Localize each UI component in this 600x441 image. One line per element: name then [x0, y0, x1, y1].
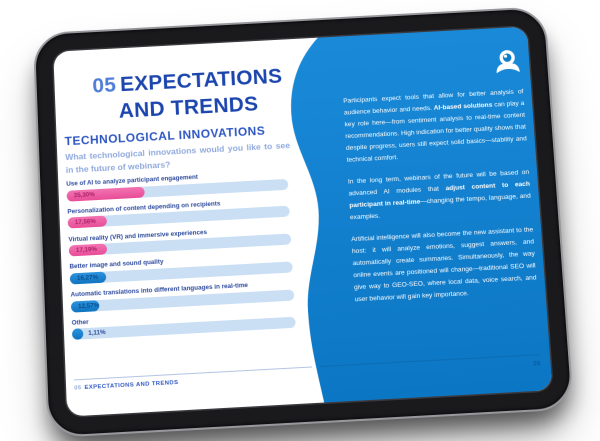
- paragraph-text: Artificial intelligence will also become…: [351, 226, 537, 304]
- panel-paragraph: Artificial intelligence will also become…: [351, 224, 538, 306]
- bar-value: 17,19%: [75, 246, 98, 255]
- bar-value: 16,27%: [76, 273, 99, 283]
- bar-row: Personalization of content depending on …: [67, 196, 290, 229]
- tablet-device: 05 EXPECTATIONS AND TRENDS TECHNOLOGICAL …: [32, 6, 575, 439]
- bar-fill: 16,27%: [69, 271, 107, 285]
- panel-paragraph: In the long term, webinars of the future…: [348, 167, 532, 224]
- bar-fill: 1,11%: [71, 328, 106, 341]
- bar-fill: 12,57%: [70, 299, 100, 313]
- chapter-number: 05: [91, 73, 117, 98]
- bar-row: Virtual reality (VR) and immersive exper…: [68, 224, 292, 257]
- bar-value: 17,56%: [74, 218, 96, 227]
- bar-fill: 35,30%: [66, 186, 146, 202]
- bar-chart: Use of AI to analyze participant engagem…: [66, 169, 296, 348]
- bar-value: 35,30%: [73, 190, 95, 199]
- bar-fill: 17,19%: [68, 243, 108, 257]
- bar-row: Automatic translations into different la…: [70, 280, 295, 313]
- footer-chapter-number: 05: [74, 385, 82, 392]
- panel-paragraph: Participants expect tools that allow for…: [343, 86, 528, 166]
- panel-body-text: Participants expect tools that allow for…: [343, 86, 538, 316]
- bar-row: Other 1,11%: [72, 308, 296, 341]
- bar-row: Better image and sound quality 16,27%: [69, 252, 293, 285]
- bar-value: 1,11%: [88, 329, 106, 338]
- bar-fill: 17,56%: [67, 215, 108, 229]
- webcam-logo-icon: [496, 49, 520, 74]
- blue-panel-shape: [287, 26, 553, 404]
- paragraph-bold-text: AI-based solutions: [433, 101, 493, 112]
- tablet-screen: 05 EXPECTATIONS AND TRENDS TECHNOLOGICAL …: [53, 26, 553, 417]
- bar-value: 12,57%: [77, 301, 100, 310]
